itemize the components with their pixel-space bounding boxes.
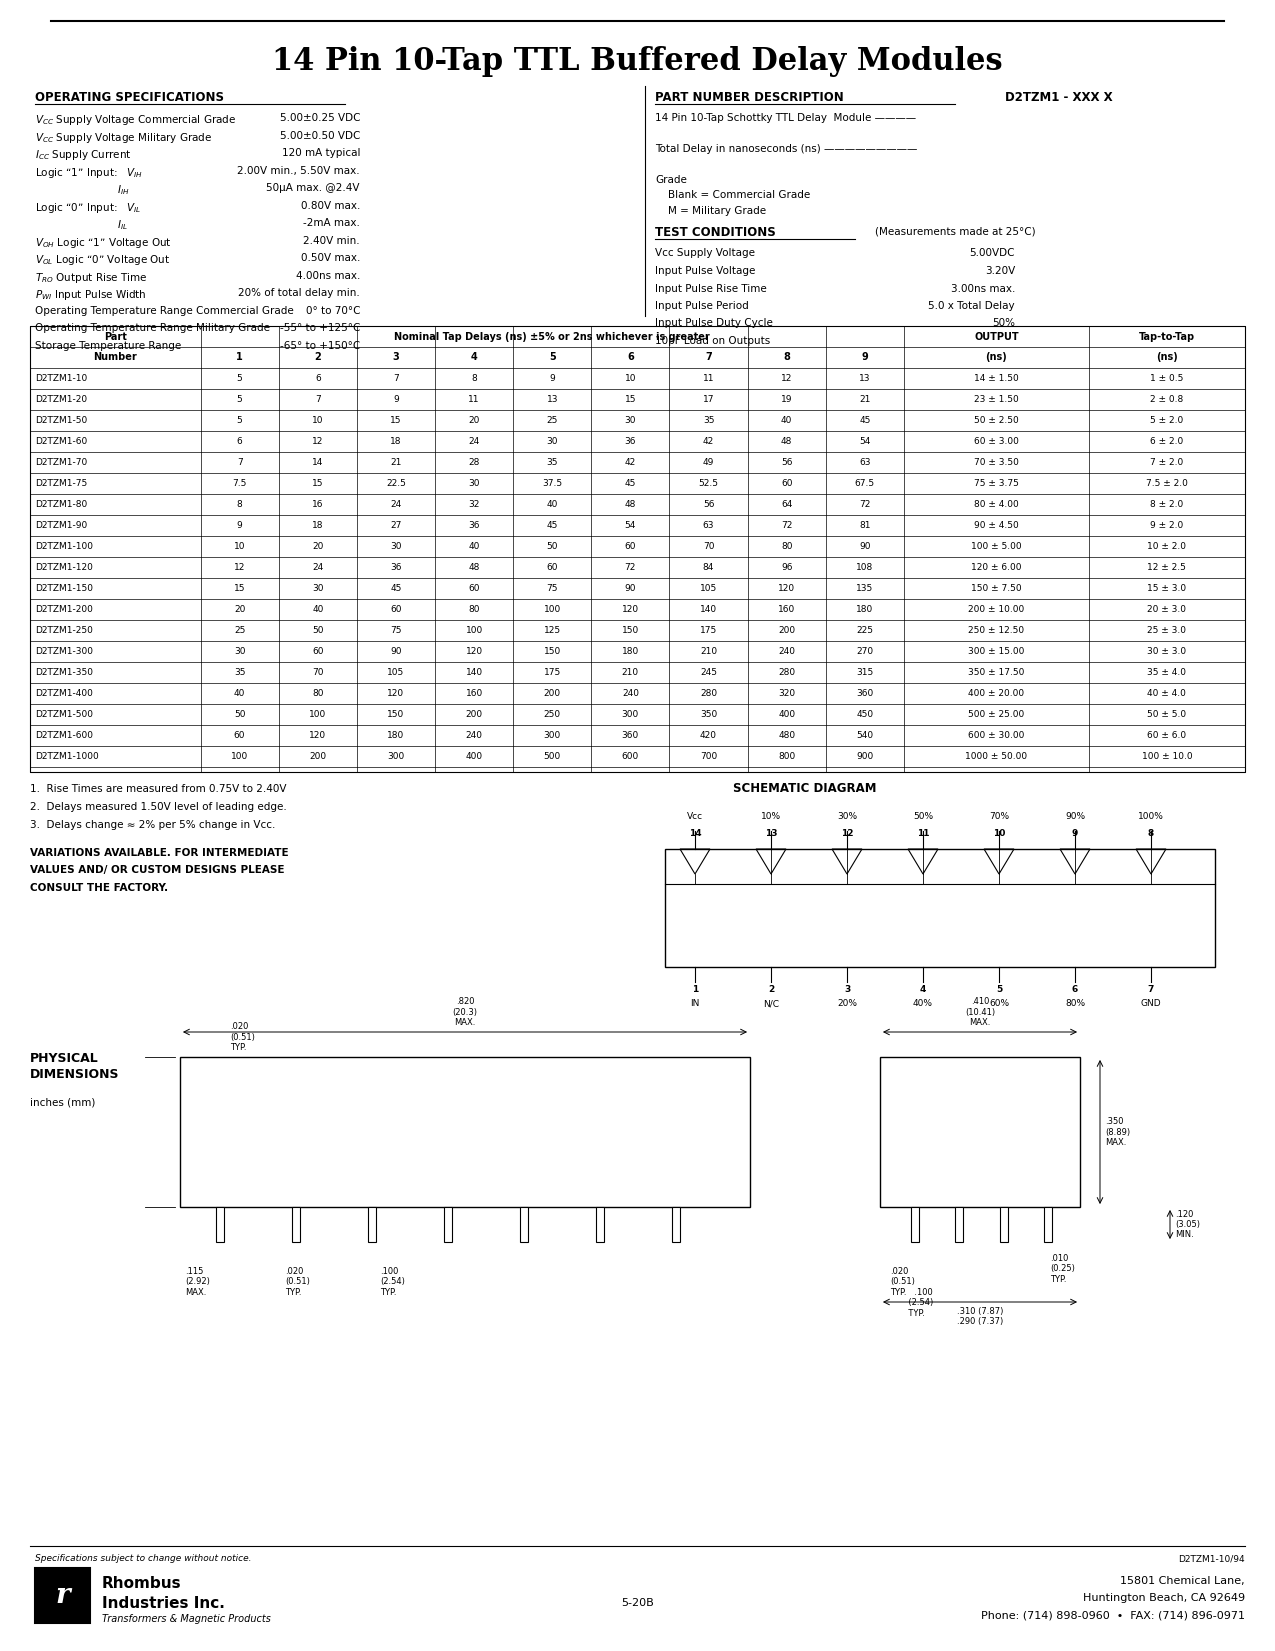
Text: 100%: 100%: [1139, 812, 1164, 821]
Text: 45: 45: [859, 416, 871, 424]
Text: Storage Temperature Range: Storage Temperature Range: [34, 340, 181, 350]
Bar: [31, 368, 1244, 390]
Text: 42: 42: [703, 438, 714, 446]
Text: 200: 200: [778, 626, 796, 636]
Text: 400: 400: [465, 751, 483, 761]
Text: 200 ± 10.00: 200 ± 10.00: [968, 604, 1024, 614]
Text: D2TZM1-350: D2TZM1-350: [34, 669, 93, 677]
Text: 5-20B: 5-20B: [621, 1598, 654, 1608]
Text: 10: 10: [625, 375, 636, 383]
Text: 280: 280: [778, 669, 796, 677]
Text: 32: 32: [468, 500, 479, 509]
Bar: [215, 1207, 224, 1242]
Text: 67.5: 67.5: [854, 479, 875, 489]
Text: 6: 6: [315, 375, 320, 383]
Text: 80: 80: [312, 688, 324, 698]
Text: 180: 180: [857, 604, 873, 614]
Text: 49: 49: [703, 457, 714, 467]
Text: -55° to +125°C: -55° to +125°C: [279, 324, 360, 334]
Bar: [672, 1207, 680, 1242]
Text: 50: 50: [233, 710, 245, 718]
Text: 72: 72: [859, 500, 871, 509]
Bar: [180, 1057, 750, 1207]
Text: 48: 48: [625, 500, 636, 509]
Text: Huntington Beach, CA 92649: Huntington Beach, CA 92649: [1082, 1593, 1244, 1603]
Text: 20 ± 3.0: 20 ± 3.0: [1148, 604, 1186, 614]
Text: 9: 9: [550, 375, 555, 383]
Text: D2TZM1-10: D2TZM1-10: [34, 375, 87, 383]
Text: $I_{CC}$ Supply Current: $I_{CC}$ Supply Current: [34, 149, 131, 162]
Text: 245: 245: [700, 669, 717, 677]
Text: 15: 15: [625, 395, 636, 404]
Text: 300 ± 15.00: 300 ± 15.00: [968, 647, 1025, 655]
Text: 2.  Delays measured 1.50V level of leading edge.: 2. Delays measured 1.50V level of leadin…: [31, 802, 287, 812]
Text: 30%: 30%: [836, 812, 857, 821]
Text: 60: 60: [625, 542, 636, 551]
Text: 12: 12: [840, 829, 853, 839]
Text: 56: 56: [782, 457, 793, 467]
Text: 40: 40: [233, 688, 245, 698]
Text: .115
(2.92)
MAX.: .115 (2.92) MAX.: [185, 1266, 210, 1296]
Text: $I_{IL}$: $I_{IL}$: [34, 218, 129, 231]
Text: D2TZM1-70: D2TZM1-70: [34, 457, 87, 467]
Text: 19: 19: [782, 395, 793, 404]
Text: 63: 63: [859, 457, 871, 467]
Text: 42: 42: [625, 457, 636, 467]
Bar: [31, 556, 1244, 578]
Text: 280: 280: [700, 688, 717, 698]
Text: Input Pulse Period: Input Pulse Period: [655, 300, 748, 310]
Text: Phone: (714) 898-0960  •  FAX: (714) 896-0971: Phone: (714) 898-0960 • FAX: (714) 896-0…: [980, 1610, 1244, 1620]
Text: 75 ± 3.75: 75 ± 3.75: [974, 479, 1019, 489]
Text: 8: 8: [1148, 829, 1154, 839]
Text: 81: 81: [859, 522, 871, 530]
Text: 17: 17: [703, 395, 714, 404]
Text: 50 ± 2.50: 50 ± 2.50: [974, 416, 1019, 424]
Text: 180: 180: [388, 731, 404, 740]
Bar: [520, 1207, 528, 1242]
Text: Nominal Tap Delays (ns) ±5% or 2ns whichever is greater: Nominal Tap Delays (ns) ±5% or 2ns which…: [394, 332, 710, 342]
Text: .020
(0.51)
TYP.: .020 (0.51) TYP.: [286, 1266, 310, 1296]
Text: 20: 20: [468, 416, 479, 424]
Text: D2TZM1-90: D2TZM1-90: [34, 522, 87, 530]
Text: 120: 120: [465, 647, 483, 655]
Text: M = Military Grade: M = Military Grade: [655, 206, 766, 216]
Text: 5: 5: [237, 375, 242, 383]
Text: CONSULT THE FACTORY.: CONSULT THE FACTORY.: [31, 883, 168, 893]
FancyBboxPatch shape: [34, 1568, 91, 1623]
Text: 120: 120: [388, 688, 404, 698]
Text: 70 ± 3.50: 70 ± 3.50: [974, 457, 1019, 467]
Text: 40 ± 4.0: 40 ± 4.0: [1148, 688, 1186, 698]
Text: 140: 140: [465, 669, 483, 677]
Text: 40: 40: [312, 604, 324, 614]
Text: D2TZM1-100: D2TZM1-100: [34, 542, 93, 551]
Text: Vcc Supply Voltage: Vcc Supply Voltage: [655, 249, 755, 259]
Text: 210: 210: [622, 669, 639, 677]
Text: 1.  Rise Times are measured from 0.75V to 2.40V: 1. Rise Times are measured from 0.75V to…: [31, 784, 287, 794]
Text: 80: 80: [468, 604, 479, 614]
Text: 700: 700: [700, 751, 717, 761]
Text: 450: 450: [857, 710, 873, 718]
Text: 5: 5: [237, 395, 242, 404]
Text: 80: 80: [782, 542, 793, 551]
Text: N/C: N/C: [762, 999, 779, 1009]
Text: 27: 27: [390, 522, 402, 530]
Text: 200: 200: [310, 751, 326, 761]
Text: 3.  Delays change ≈ 2% per 5% change in Vcc.: 3. Delays change ≈ 2% per 5% change in V…: [31, 821, 275, 830]
Text: 80 ± 4.00: 80 ± 4.00: [974, 500, 1019, 509]
Text: 50: 50: [312, 626, 324, 636]
Text: Vcc: Vcc: [687, 812, 703, 821]
Text: 50%: 50%: [913, 812, 933, 821]
Text: 80%: 80%: [1065, 999, 1085, 1009]
Text: 22.5: 22.5: [386, 479, 405, 489]
Bar: [444, 1207, 453, 1242]
Text: 60: 60: [468, 584, 479, 593]
Text: 20% of total delay min.: 20% of total delay min.: [238, 287, 360, 297]
Text: D2TZM1-400: D2TZM1-400: [34, 688, 93, 698]
Text: Grade: Grade: [655, 175, 687, 185]
Text: 5.00±0.50 VDC: 5.00±0.50 VDC: [279, 130, 360, 140]
Text: 50: 50: [547, 542, 558, 551]
Text: 20%: 20%: [836, 999, 857, 1009]
Text: 3: 3: [844, 986, 850, 994]
Bar: [31, 621, 1244, 641]
Text: 30: 30: [312, 584, 324, 593]
